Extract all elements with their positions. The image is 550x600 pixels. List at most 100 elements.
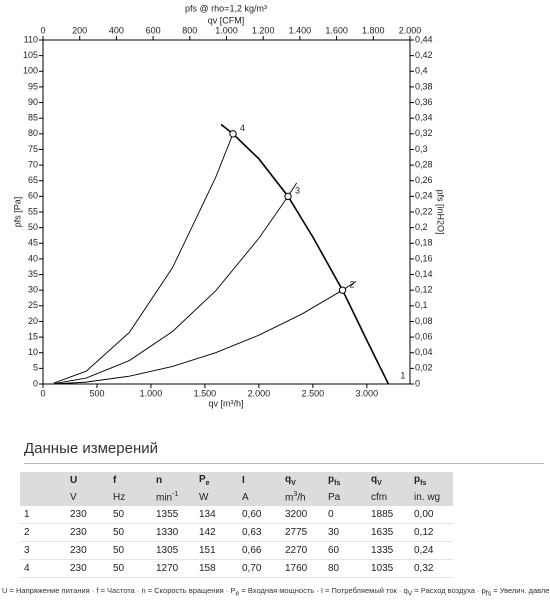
description: = Расход воздуха [414, 586, 475, 595]
point-label: 3 [295, 186, 300, 196]
footer-item: Pe = Входная мощность [224, 586, 315, 598]
x-tick-label: 1.500 [194, 388, 217, 398]
table-cell: 2775 [281, 523, 324, 542]
y-tick-label: 30 [28, 285, 38, 295]
symbol-sub: V [407, 590, 413, 598]
table-cell: 50 [109, 523, 152, 542]
table-cell: 1335 [367, 541, 410, 560]
y2-tick-label: 0,38 [415, 81, 433, 91]
y2-tick-label: 0,18 [415, 238, 433, 248]
y-tick-label: 110 [24, 34, 38, 44]
data-row: 4 230 50 1270 158 0,70 1760 80 1035 0,32 [20, 559, 453, 578]
table-cell: 230 [66, 506, 109, 524]
y2-tick-label: 0,1 [415, 300, 428, 310]
table-cell: 1270 [152, 559, 195, 578]
x-tick-label: 1.000 [140, 388, 163, 398]
y2-tick-label: 0,3 [415, 144, 428, 154]
table-cell: 1 [20, 506, 66, 524]
symbol-sub: fs [485, 590, 492, 598]
table-cell: 0 [324, 506, 367, 524]
description: = Входная мощность [241, 586, 315, 595]
cell-text: p [414, 474, 421, 485]
y-tick-label: 50 [28, 222, 38, 232]
symbol: P [230, 586, 236, 595]
cell-sub: e [205, 480, 210, 487]
symbol: n [141, 586, 146, 595]
table-cell: Pa [324, 489, 367, 506]
x2-tick-label: 1.200 [252, 25, 275, 35]
x2-tick-label: 200 [72, 25, 87, 35]
cell-text: q [285, 474, 292, 485]
table-cell: f [109, 472, 152, 489]
y-tick-label: 55 [28, 206, 38, 216]
x2-tick-label: 600 [146, 25, 161, 35]
table-cell: 80 [324, 559, 367, 578]
data-row: 2 230 50 1330 142 0,63 2775 30 1635 0,12 [20, 523, 453, 542]
cell-text: q [371, 474, 378, 485]
curve [53, 133, 234, 384]
y-tick-label: 100 [23, 66, 38, 76]
chart: pfs @ rho=1,2 kg/m³ qv [CFM] qv [m³/h] p… [12, 3, 446, 408]
footer-item: qV = Расход воздуха [397, 586, 475, 598]
description: = Потребляемый ток [325, 586, 397, 595]
symbol: U [2, 586, 8, 595]
table-cell: 50 [109, 541, 152, 560]
x-tick-label: 2.500 [302, 388, 325, 398]
table-cell: W [195, 489, 238, 506]
table-cell: 60 [324, 541, 367, 560]
x2-tick-label: 0 [40, 25, 45, 35]
y-tick-label: 15 [28, 331, 38, 341]
cell-text: m [285, 492, 294, 504]
table-cell: 1330 [152, 523, 195, 542]
y-tick-label: 10 [28, 347, 38, 357]
table-cell: 134 [195, 506, 238, 524]
table-cell: min-1 [152, 489, 195, 506]
table-cell: in. wg [410, 489, 453, 506]
footer-item: n = Скорость вращения [135, 586, 224, 595]
cell-sup: -1 [172, 491, 179, 499]
cell-text: min [156, 492, 173, 504]
operating-point [338, 286, 347, 294]
y2-tick-label: 0,08 [415, 316, 433, 326]
x2-tick-label: 1.400 [289, 25, 312, 35]
x2-axis-title: qv [CFM] [208, 15, 245, 25]
description: = Напряжение питания [9, 586, 90, 595]
data-row: 1 230 50 1355 134 0,60 3200 0 1885 0,00 [20, 506, 453, 524]
table-title: Данные измерений [24, 440, 544, 464]
table-cell: Pe [195, 472, 238, 489]
y2-tick-label: 0,42 [415, 50, 433, 60]
footer-item: f = Частота [90, 586, 135, 595]
y-tick-label: 0 [33, 378, 38, 388]
symbol: q [403, 586, 408, 595]
table-cell: 230 [66, 559, 109, 578]
y-tick-label: 60 [28, 191, 38, 201]
y2-tick-label: 0,16 [415, 253, 433, 263]
description: = Частота [100, 586, 135, 595]
table-cell: 50 [109, 559, 152, 578]
x2-tick-label: 1.800 [362, 25, 385, 35]
cell-sup: 3 [293, 491, 298, 499]
y-axis-title: pfs [Pa] [12, 197, 22, 228]
table-cell: 151 [195, 541, 238, 560]
y-tick-label: 35 [28, 269, 38, 279]
y2-tick-label: 0,44 [415, 34, 433, 44]
table-cell: m3/h [281, 489, 324, 506]
table-cell: 2270 [281, 541, 324, 560]
table-cell: 1305 [152, 541, 195, 560]
table-cell [20, 489, 66, 506]
y2-tick-label: 0,34 [415, 113, 433, 123]
y-tick-label: 25 [28, 300, 38, 310]
y2-axis-title: pfs [inH2O] [436, 189, 446, 234]
table-cell: 30 [324, 523, 367, 542]
table-cell: 50 [109, 506, 152, 524]
y2-tick-label: 0,32 [415, 128, 433, 138]
y-tick-label: 40 [28, 253, 38, 263]
footer-item: I = Потребляемый ток [314, 586, 397, 595]
y-tick-label: 70 [28, 159, 38, 169]
table-cell: 0,66 [238, 541, 281, 560]
cell-sub: V [377, 480, 382, 487]
table-cell: pfs [324, 472, 367, 489]
table-cell: cfm [367, 489, 410, 506]
table-cell: 0,60 [238, 506, 281, 524]
